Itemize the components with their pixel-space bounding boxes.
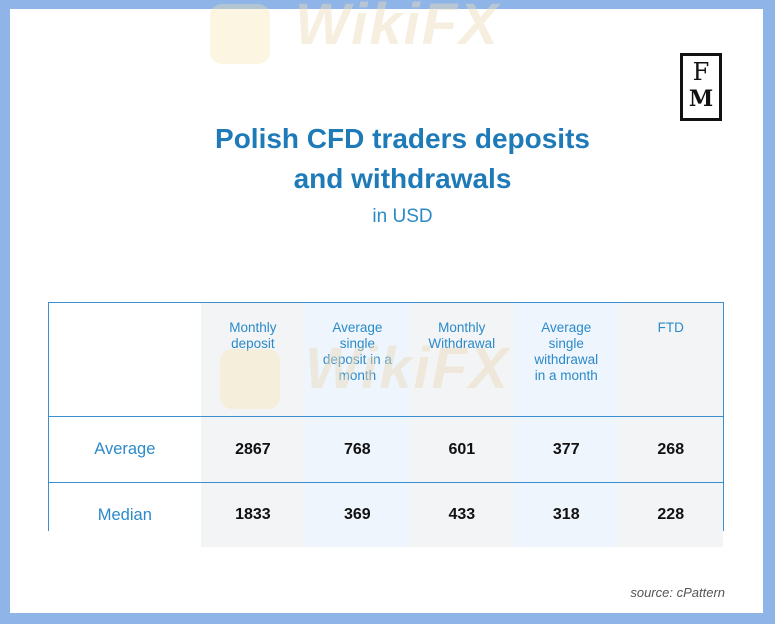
table-row-median: Median 1833 369 433 318 228 <box>49 482 723 547</box>
cell-average-monthly-deposit: 2867 <box>200 416 306 483</box>
chart-subtitle: in USD <box>372 206 433 227</box>
cell-average-single-withdrawal: 377 <box>514 416 619 483</box>
column-header-ftd: FTD <box>618 303 723 417</box>
column-header-monthly-withdrawal: Monthly Withdrawal <box>409 303 515 417</box>
logo-letter-bottom: M <box>688 86 714 112</box>
watermark-logo-icon <box>220 349 280 409</box>
cell-median-monthly-deposit: 1833 <box>200 482 306 547</box>
cell-median-monthly-withdrawal: 433 <box>409 482 515 547</box>
column-header-line: Monthly <box>229 320 277 335</box>
column-header-line: FTD <box>657 320 684 335</box>
chart-title-line-2: and withdrawals <box>293 163 512 194</box>
column-header-line: single <box>548 336 584 351</box>
watermark-logo-icon <box>210 4 270 64</box>
cell-median-ftd: 228 <box>618 482 723 547</box>
column-header-line: Average <box>541 320 592 335</box>
cell-median-single-deposit: 369 <box>305 482 410 547</box>
column-header-line: single <box>339 336 375 351</box>
data-table: Monthly deposit Average single deposit i… <box>48 302 724 547</box>
column-header-line: deposit <box>231 336 275 351</box>
column-header-line: deposit in a <box>322 352 392 367</box>
table-row-average: Average 2867 768 601 377 268 <box>49 416 723 483</box>
cell-average-monthly-withdrawal: 601 <box>409 416 515 483</box>
infographic-card: WikiFX F M Polish CFD traders deposits a… <box>10 0 763 613</box>
source-note: source: cPattern <box>630 585 725 600</box>
column-header-monthly-deposit: Monthly deposit <box>200 303 306 417</box>
cell-average-ftd: 268 <box>618 416 723 483</box>
chart-title: Polish CFD traders deposits and withdraw… <box>10 119 775 199</box>
column-header-line: in a month <box>534 368 598 383</box>
header-empty-cell <box>49 303 201 417</box>
cell-average-single-deposit: 768 <box>305 416 410 483</box>
chart-title-line-1: Polish CFD traders deposits <box>215 123 590 154</box>
column-header-average-single-deposit: Average single deposit in a month <box>305 303 410 417</box>
column-header-line: Monthly <box>438 320 486 335</box>
column-header-line: withdrawal <box>534 352 599 367</box>
cell-median-single-withdrawal: 318 <box>514 482 619 547</box>
column-header-line: Withdrawal <box>428 336 496 351</box>
fm-logo: F M <box>680 53 722 121</box>
column-header-average-single-withdrawal: Average single withdrawal in a month <box>514 303 619 417</box>
row-label-average: Average <box>49 416 201 483</box>
column-header-line: Average <box>332 320 383 335</box>
logo-letter-top: F <box>692 58 710 86</box>
row-label-median: Median <box>49 482 201 547</box>
column-header-line: month <box>338 368 377 383</box>
watermark-text: WikiFX <box>295 0 500 57</box>
table-header-row: Monthly deposit Average single deposit i… <box>49 303 723 417</box>
